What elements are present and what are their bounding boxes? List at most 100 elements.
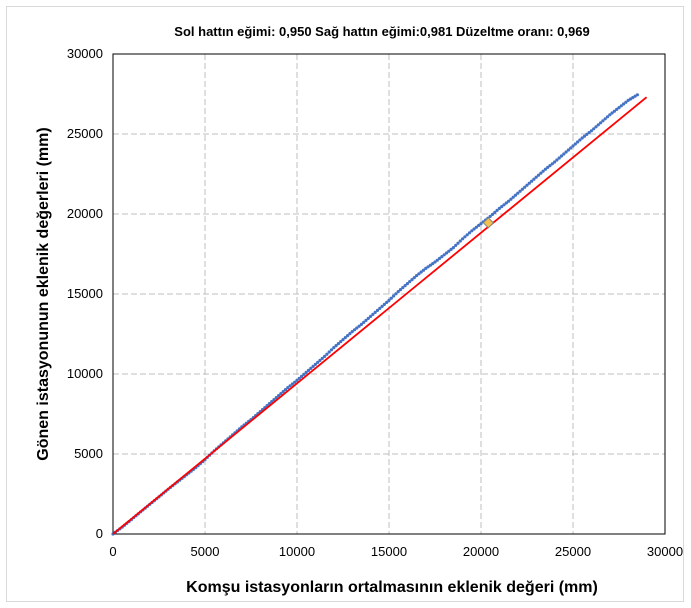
- x-axis-label: Komşu istasyonların ortalmasının eklenik…: [186, 579, 598, 596]
- data-point: [454, 243, 458, 247]
- plot-area-border: [112, 53, 666, 535]
- data-point: [490, 212, 495, 216]
- data-point: [343, 336, 347, 340]
- data-point: [283, 388, 288, 392]
- data-point: [380, 304, 384, 308]
- data-point: [433, 260, 437, 264]
- data-point: [615, 107, 619, 111]
- data-point: [626, 98, 630, 102]
- x-axis-ticks: 0 5000 10000 15000 20000 25000 30000: [109, 544, 683, 559]
- data-point: [277, 394, 281, 398]
- data-point: [412, 276, 416, 280]
- data-point: [424, 266, 428, 270]
- data-point: [543, 167, 548, 171]
- data-point: [539, 171, 543, 175]
- y-tick-label: 10000: [67, 366, 103, 381]
- data-point: [622, 102, 626, 106]
- data-point: [401, 286, 405, 290]
- data-point: [458, 239, 462, 243]
- data-point: [628, 97, 633, 101]
- data-marks: [111, 93, 648, 536]
- data-point: [465, 233, 469, 237]
- data-point: [617, 106, 621, 110]
- data-point: [564, 150, 568, 154]
- data-point: [573, 142, 577, 146]
- data-point: [350, 330, 354, 334]
- data-point: [375, 308, 380, 312]
- data-point: [569, 146, 573, 150]
- data-point: [304, 370, 308, 374]
- data-point: [603, 117, 607, 121]
- data-point: [431, 262, 435, 266]
- data-point: [530, 179, 534, 183]
- data-point: [313, 362, 317, 366]
- data-point: [281, 390, 285, 394]
- data-point: [516, 191, 520, 195]
- data-point: [329, 348, 334, 352]
- data-point: [635, 93, 640, 97]
- data-point: [605, 115, 610, 119]
- data-point: [520, 187, 525, 191]
- data-point: [592, 127, 596, 131]
- data-point: [527, 181, 531, 185]
- data-point: [334, 344, 338, 348]
- data-point: [447, 249, 451, 253]
- data-point: [511, 195, 515, 199]
- data-point: [594, 125, 598, 129]
- data-point: [479, 222, 483, 226]
- data-point: [428, 263, 432, 267]
- data-point: [624, 100, 628, 104]
- data-point: [536, 173, 541, 177]
- x-tick-label: 30000: [647, 544, 683, 559]
- data-point: [493, 210, 497, 214]
- data-point: [290, 382, 294, 386]
- data-point: [359, 322, 363, 326]
- y-tick-label: 30000: [67, 46, 103, 61]
- data-point: [362, 320, 366, 324]
- data-point: [532, 177, 536, 181]
- data-point: [387, 298, 391, 302]
- y-tick-label: 15000: [67, 286, 103, 301]
- data-point: [463, 235, 467, 239]
- data-point: [389, 296, 393, 300]
- data-point: [612, 109, 617, 113]
- data-point: [578, 138, 582, 142]
- data-point: [371, 312, 375, 316]
- chart-title: Sol hattın eğimi: 0,950 Sağ hattın eğimi…: [174, 24, 589, 39]
- data-point: [357, 324, 361, 328]
- data-point: [442, 253, 446, 257]
- data-point: [631, 96, 635, 100]
- y-tick-label: 20000: [67, 206, 103, 221]
- data-point: [408, 280, 412, 284]
- data-point: [426, 265, 430, 269]
- data-point: [325, 352, 329, 356]
- data-point: [297, 376, 301, 380]
- data-point: [633, 94, 637, 98]
- x-tick-label: 20000: [463, 544, 499, 559]
- data-point: [311, 364, 315, 368]
- data-point: [495, 208, 499, 212]
- data-point: [398, 288, 403, 292]
- data-point: [504, 201, 508, 205]
- data-point: [585, 132, 589, 136]
- highlight-point: [482, 217, 495, 229]
- data-point: [534, 175, 538, 179]
- y-tick-label: 5000: [74, 446, 103, 461]
- data-point: [385, 300, 389, 304]
- data-point: [507, 199, 511, 203]
- data-point: [440, 255, 444, 259]
- data-point: [438, 256, 442, 260]
- data-point: [502, 203, 506, 207]
- data-point: [373, 310, 377, 314]
- data-point: [369, 314, 373, 318]
- data-point: [346, 334, 350, 338]
- data-point: [419, 270, 423, 274]
- data-point: [608, 113, 612, 117]
- data-point: [550, 162, 554, 166]
- data-point: [396, 290, 400, 294]
- data-point: [477, 223, 481, 227]
- data-point: [295, 378, 299, 382]
- data-point: [332, 346, 336, 350]
- data-point: [497, 206, 501, 210]
- data-point: [339, 340, 343, 344]
